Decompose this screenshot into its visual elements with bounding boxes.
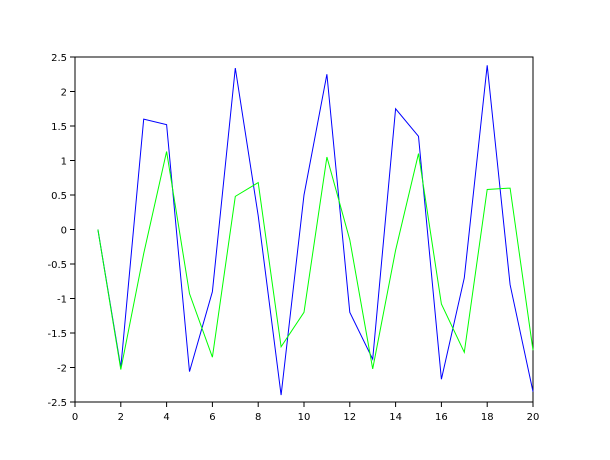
x-tick-label: 8 — [255, 412, 261, 423]
y-tick-label: 1.5 — [51, 122, 67, 133]
y-tick-label: -1 — [57, 295, 67, 306]
x-tick-label: 12 — [343, 412, 356, 423]
series-line — [97, 65, 534, 396]
y-tick-label: -1.5 — [47, 329, 67, 340]
x-tick-label: 20 — [527, 412, 540, 423]
x-tick-label: 6 — [209, 412, 215, 423]
y-tick-label: 2.5 — [51, 53, 67, 64]
y-tick-label: -2.5 — [47, 398, 67, 409]
x-tick-label: 0 — [72, 412, 78, 423]
y-tick-label: -0.5 — [47, 260, 67, 271]
y-tick-label: -2 — [57, 364, 67, 375]
y-tick-label: 1 — [61, 157, 67, 168]
y-tick-label: 0.5 — [51, 191, 67, 202]
x-tick-label: 18 — [481, 412, 494, 423]
y-tick-label: 2 — [61, 88, 67, 99]
x-tick-label: 10 — [298, 412, 311, 423]
x-tick-label: 4 — [163, 412, 169, 423]
y-tick-label: 0 — [61, 226, 67, 237]
x-tick-label: 16 — [435, 412, 448, 423]
x-tick-label: 14 — [389, 412, 402, 423]
series-line — [97, 151, 534, 370]
x-tick-label: 2 — [118, 412, 124, 423]
